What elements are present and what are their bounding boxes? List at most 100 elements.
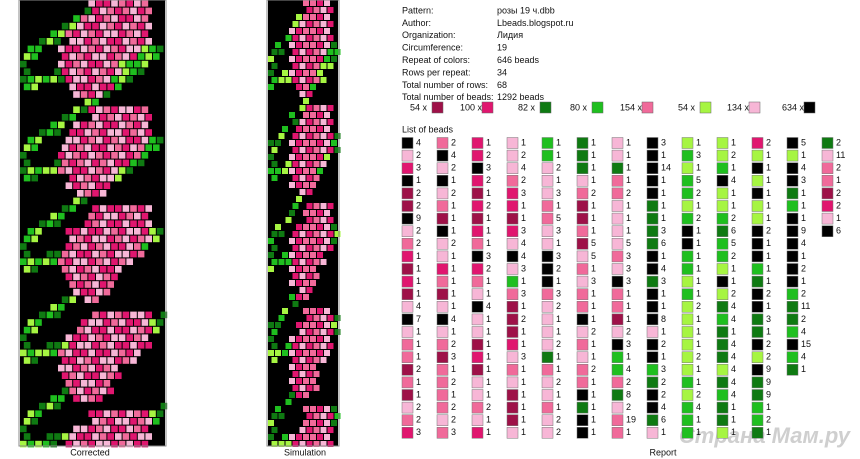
bead-cell [111,60,118,68]
bead-count: 2 [836,200,841,210]
bead-count: 2 [626,188,631,198]
bead-cell [130,220,137,227]
bead-cell [50,395,57,402]
bead-cell [289,238,295,244]
bead-cell [27,136,35,144]
bead-cell [153,53,160,60]
bead-cell [271,175,278,181]
bead-cell [327,203,334,209]
bead-cell [310,56,316,62]
bead-cell [80,334,88,341]
bead-cell [99,159,107,167]
bead-swatch [401,175,414,187]
bead-cell [77,53,84,60]
bead-cell [50,30,57,37]
bead-count: 3 [521,289,526,299]
bead-cell [73,425,80,433]
bead-swatch [611,313,624,326]
bead-cell [320,105,327,111]
bead-swatch [611,338,624,351]
bead-cell [324,154,330,160]
bead-cell [46,311,54,319]
bead-cell [99,311,107,319]
bead-swatch [436,238,449,250]
bead-cell [96,273,103,281]
bead-cell [92,159,99,167]
bead-cell [134,121,141,129]
bead-cell [334,329,341,335]
bead-cell [303,392,309,398]
bead-cell [99,53,107,60]
bead-swatch [716,238,729,250]
bead-swatch [751,376,764,389]
bead-cell [320,35,327,41]
bead-cell [320,357,327,363]
bead-cell [115,433,122,440]
bead-swatch [786,338,799,351]
bead-swatch [506,326,519,338]
bead-cell [130,53,137,60]
bead-cell [107,53,114,60]
info-label: Repeat of colors: [402,55,470,65]
bead-cell [61,342,69,349]
info-label: Author: [402,18,431,28]
bead-cell [310,0,316,6]
bead-cell [282,350,288,356]
bead-swatch [716,200,729,212]
bead-count: 1 [451,226,456,236]
bead-cell [313,21,320,27]
legend-swatch [803,101,816,114]
bead-cell [96,288,103,296]
bead-cell [80,30,88,37]
bead-cell [61,266,69,273]
bead-cell [118,45,126,53]
bead-cell [84,357,92,364]
bead-cell [310,70,316,76]
bead-cell [278,259,285,265]
bead-cell [118,167,126,174]
bead-cell [61,433,69,440]
bead-cell [292,259,299,265]
bead-cell [88,410,95,417]
pattern-area [20,0,341,448]
bead-cell [303,210,309,216]
bead-cell [268,84,274,90]
bead-swatch [751,338,764,351]
bead-swatch [401,149,414,162]
bead-cell [80,243,88,250]
bead-swatch [681,238,694,250]
bead-cell [65,136,73,144]
bead-cell [77,190,84,197]
bead-swatch [611,162,624,174]
bead-swatch [541,225,554,237]
bead-cell [137,205,145,212]
bead-swatch [436,250,449,263]
bead-swatch [541,263,554,275]
bead-cell [296,238,302,244]
bead-cell [299,119,306,125]
bead-swatch [576,263,589,275]
bead-swatch [751,175,764,187]
bead-cell [46,220,54,227]
bead-cell [92,129,99,136]
bead-cell [103,319,111,326]
bead-count: 1 [416,377,421,387]
bead-cell [278,441,285,447]
bead-cell [292,357,299,363]
bead-cell [296,126,302,132]
bead-count: 4 [696,402,701,412]
bead-count: 1 [696,289,701,299]
bead-cell [69,342,76,349]
bead-count: 1 [626,226,631,236]
bead-cell [137,7,145,15]
bead-swatch [681,250,694,263]
bead-cell [126,76,133,83]
bead-cell [115,372,122,379]
bead-cell [313,427,320,433]
bead-count: 1 [766,402,771,412]
bead-cell [35,45,42,53]
bead-cell [61,357,69,364]
bead-swatch [506,162,519,174]
bead-cell [88,0,95,7]
bead-cell [327,427,334,433]
